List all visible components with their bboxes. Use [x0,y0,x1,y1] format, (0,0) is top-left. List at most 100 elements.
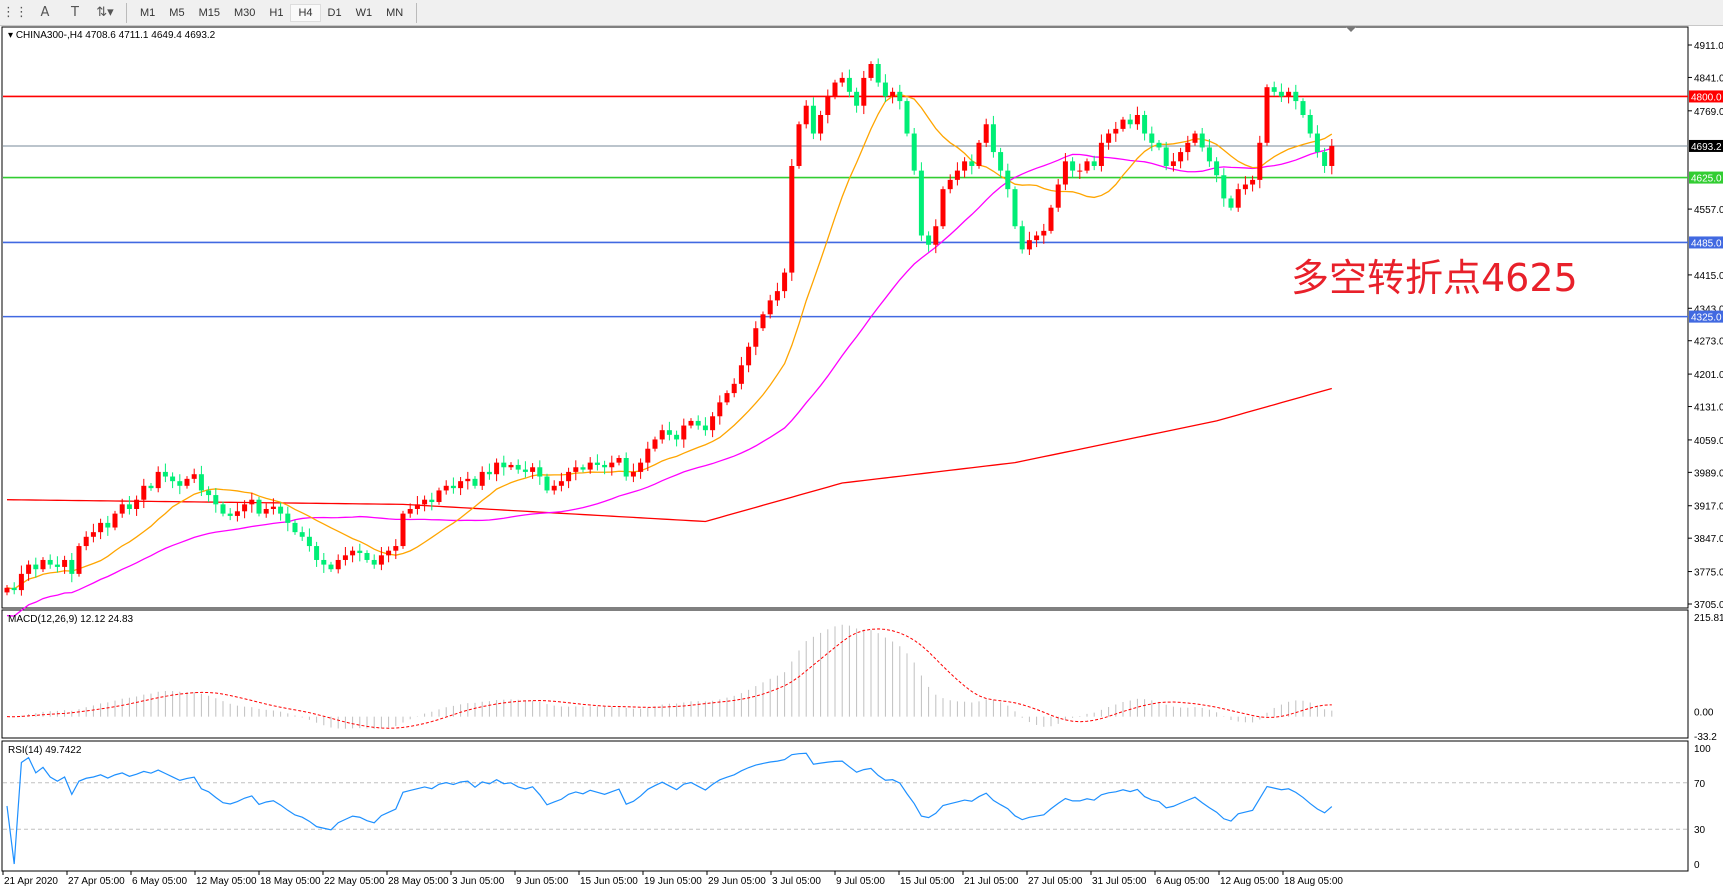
candle[interactable] [746,342,752,373]
candle[interactable] [400,510,406,549]
candle[interactable] [494,458,500,482]
candle[interactable] [47,554,53,569]
candle[interactable] [969,154,975,175]
candle[interactable] [1055,178,1061,212]
candle[interactable] [738,356,744,390]
candle[interactable] [263,503,269,518]
candle[interactable] [1250,175,1256,192]
candle[interactable] [299,526,305,541]
candle[interactable] [155,466,161,493]
candle[interactable] [717,395,723,425]
candle[interactable] [69,553,75,583]
candle[interactable] [940,186,946,230]
candle[interactable] [1084,158,1090,174]
candle[interactable] [990,115,996,158]
candle[interactable] [436,487,442,505]
candle[interactable] [602,460,608,475]
grid-icon[interactable]: ⋮⋮ [2,5,28,20]
candle[interactable] [962,157,968,178]
candle[interactable] [1329,139,1335,175]
candle[interactable] [321,553,327,573]
candle[interactable] [1286,87,1292,104]
candle[interactable] [681,418,687,448]
candle[interactable] [832,79,838,100]
candle[interactable] [119,498,125,518]
candle[interactable] [1264,84,1270,146]
candle[interactable] [580,464,586,473]
candle[interactable] [184,476,190,489]
candle[interactable] [249,492,255,513]
candle[interactable] [731,378,737,398]
candle[interactable] [450,477,456,494]
candle[interactable] [414,496,420,515]
candle[interactable] [796,121,802,169]
candle[interactable] [1062,152,1068,191]
candle[interactable] [1156,140,1162,151]
candle[interactable] [1206,139,1212,167]
candle[interactable] [558,472,564,492]
candle[interactable] [1163,141,1169,171]
candle[interactable] [1278,83,1284,103]
candle[interactable] [126,496,132,515]
candle[interactable] [270,498,276,515]
candle[interactable] [724,390,730,406]
candle[interactable] [789,159,795,281]
candle[interactable] [18,565,24,596]
candle[interactable] [630,463,636,483]
candle[interactable] [422,495,428,512]
candle[interactable] [1271,81,1277,96]
candle[interactable] [62,555,68,574]
candle[interactable] [623,452,629,481]
candle[interactable] [134,495,140,516]
candle[interactable] [810,97,816,140]
candle[interactable] [429,492,435,511]
candle[interactable] [1106,129,1112,150]
candle[interactable] [1221,168,1227,207]
candle[interactable] [1142,110,1148,141]
candle[interactable] [314,541,320,567]
candle[interactable] [501,455,507,476]
timeframe-w1[interactable]: W1 [355,6,373,19]
candle[interactable] [328,561,334,573]
candle[interactable] [1307,109,1313,138]
candle[interactable] [861,70,867,115]
candle[interactable] [926,231,932,252]
candle[interactable] [1026,231,1032,255]
candle[interactable] [479,466,485,490]
candle[interactable] [486,463,492,480]
candle[interactable] [1257,135,1263,189]
candle[interactable] [105,515,111,536]
candle[interactable] [54,556,60,573]
candle[interactable] [508,462,514,471]
candle[interactable] [551,480,557,495]
candle[interactable] [890,87,896,104]
candle[interactable] [753,321,759,356]
candle[interactable] [1048,204,1054,234]
candle[interactable] [285,506,291,532]
candle[interactable] [904,98,910,137]
candle[interactable] [1127,114,1133,129]
candle[interactable] [1113,121,1119,142]
timeframe-m5[interactable]: M5 [169,6,185,19]
candle[interactable] [688,418,694,429]
timeframe-mn[interactable]: MN [386,6,404,19]
candle[interactable] [983,118,989,147]
candle[interactable] [594,454,600,471]
arrows-icon[interactable]: ⇅▾ [96,5,114,20]
candle[interactable] [458,476,464,496]
candle[interactable] [350,546,356,563]
candle[interactable] [976,140,982,169]
candle[interactable] [839,72,845,87]
candle[interactable] [947,174,953,194]
candle[interactable] [652,436,658,452]
candle[interactable] [335,554,341,574]
candle[interactable] [702,417,708,436]
timeframe-m1[interactable]: M1 [140,6,156,19]
candle[interactable] [782,268,788,299]
candle[interactable] [609,455,615,476]
candle[interactable] [1322,147,1328,173]
candle[interactable] [198,465,204,497]
candle[interactable] [378,546,384,571]
candle[interactable] [170,472,176,489]
candle[interactable] [695,415,701,430]
